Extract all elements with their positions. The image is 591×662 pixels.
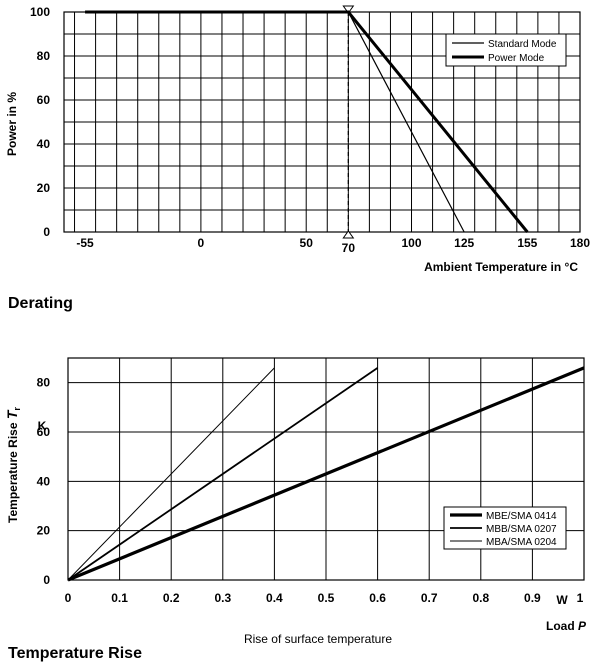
- y-tick-label: 0: [43, 573, 50, 587]
- x-tick-label: 0.1: [111, 591, 128, 605]
- x-axis-label: Ambient Temperature in °C: [424, 260, 578, 274]
- x-tick-label: 0.7: [421, 591, 438, 605]
- plot-frame: [67, 357, 585, 581]
- chart-caption: Rise of surface temperature: [244, 632, 392, 646]
- y-unit-label: K: [38, 419, 47, 433]
- legend-label: MBA/SMA 0204: [486, 537, 557, 548]
- series-line-1: [85, 10, 529, 233]
- y-tick-label: 80: [37, 49, 51, 63]
- x-tick-label: 0.6: [369, 591, 386, 605]
- y-axis-label: Temperature Rise Tr: [4, 407, 22, 523]
- x-tick-label: 50: [300, 236, 314, 250]
- x-tick-label: 0.2: [163, 591, 180, 605]
- x-tick-label: 70: [342, 241, 356, 255]
- x-axis-label: Load P: [546, 619, 587, 633]
- y-tick-label: 20: [37, 524, 51, 538]
- series-line-0: [67, 366, 585, 582]
- x-tick-label: 0.8: [472, 591, 489, 605]
- chart-title: Derating: [8, 295, 73, 312]
- x-tick-label: 0.4: [266, 591, 283, 605]
- y-tick-label: 20: [37, 181, 51, 195]
- x-tick-label: 1: [577, 591, 584, 605]
- legend-label: Power Mode: [488, 53, 545, 64]
- x-tick-label: -55: [76, 236, 94, 250]
- y-tick-label: 100: [30, 5, 50, 19]
- y-tick-label: 60: [37, 425, 51, 439]
- legend-label: Standard Mode: [488, 39, 557, 50]
- y-tick-label: 40: [37, 137, 51, 151]
- y-tick-label: 0: [43, 225, 50, 239]
- y-tick-label: 80: [37, 376, 51, 390]
- x-tick-label: 0: [65, 591, 72, 605]
- legend-label: MBE/SMA 0414: [486, 511, 557, 522]
- chart-title: Temperature Rise: [8, 645, 142, 662]
- x-tick-label: 180: [570, 236, 590, 250]
- marker-triangle-top: [342, 5, 355, 14]
- x-tick-label: 155: [517, 236, 537, 250]
- x-tick-label: 0.5: [318, 591, 335, 605]
- x-unit-label: W: [556, 593, 568, 607]
- series-line-1: [67, 367, 379, 581]
- x-tick-label: 0: [198, 236, 205, 250]
- x-tick-label: 0.9: [524, 591, 541, 605]
- x-tick-label: 125: [454, 236, 474, 250]
- y-tick-label: 60: [37, 93, 51, 107]
- derating-chart: 0 20 40 60 80 100 -55 0 50 70 100 125 155 180 Power in…: [5, 5, 590, 312]
- temperature-rise-chart: 0 20 40 60 80 0 0.1 0.2 0.3 0.4 0.5 0.6 0.7 0.8 0.9 1W K…: [4, 357, 587, 662]
- y-axis-label: Power in %: [5, 92, 19, 156]
- x-tick-label: 100: [401, 236, 421, 250]
- series-line-2: [67, 367, 275, 581]
- y-tick-label: 40: [37, 474, 51, 488]
- x-tick-label: 0.3: [214, 591, 231, 605]
- legend-label: MBB/SMA 0207: [486, 524, 557, 535]
- legend-box: [445, 33, 567, 67]
- marker-triangle-bottom: [342, 230, 355, 239]
